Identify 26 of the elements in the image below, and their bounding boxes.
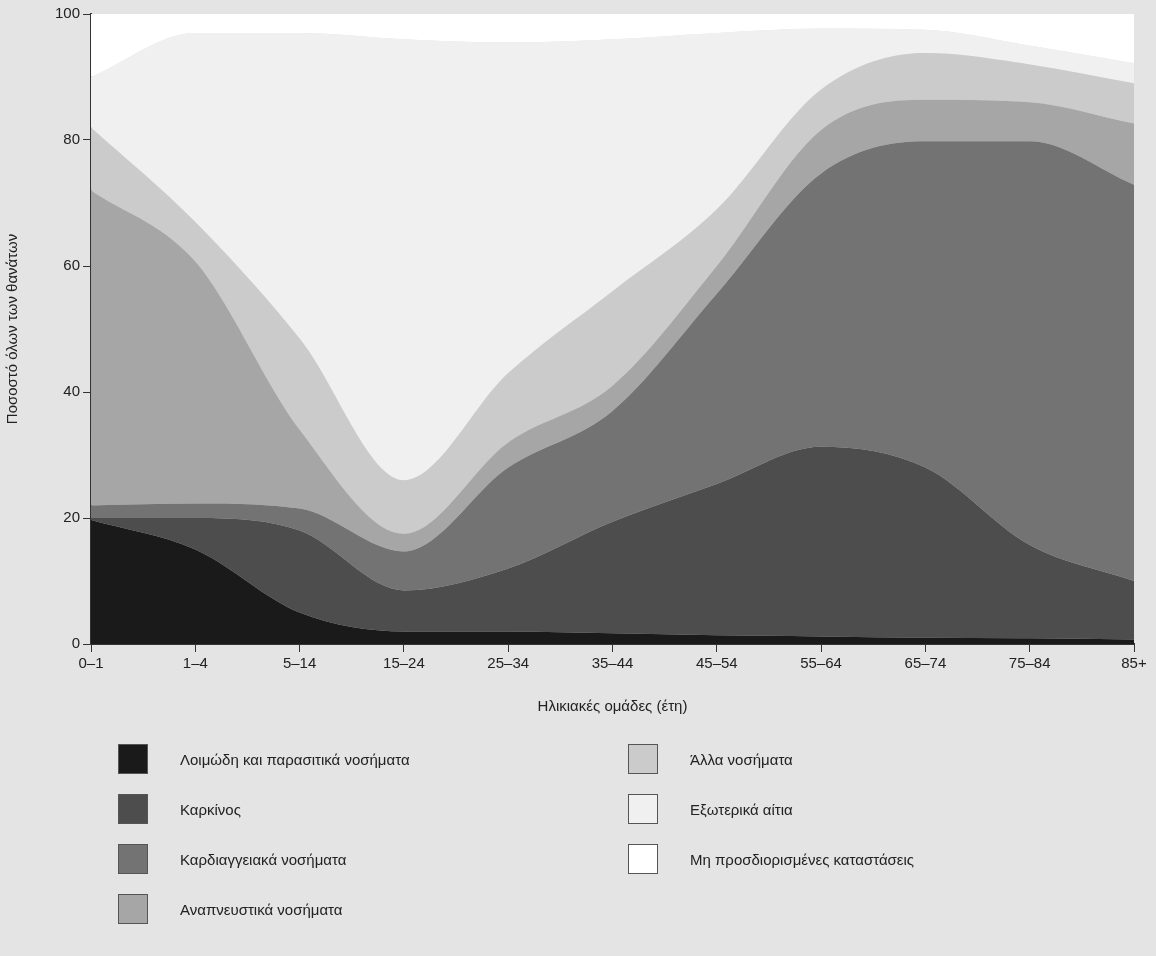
legend-label: Καρκίνος [180, 800, 241, 818]
x-tick-label: 65–74 [904, 654, 947, 672]
legend-label: Μη προσδιορισμένες καταστάσεις [690, 850, 915, 868]
y-tick-label: 100 [55, 4, 81, 22]
x-tick-label: 0–1 [78, 654, 104, 672]
legend-label: Άλλα νοσήματα [690, 750, 793, 768]
legend-label: Εξωτερικά αίτια [690, 800, 793, 818]
y-tick-label: 20 [63, 508, 81, 526]
y-tick-label: 0 [71, 634, 81, 652]
x-tick-label: 15–24 [383, 654, 425, 672]
x-tick-label: 55–64 [800, 654, 842, 672]
y-axis-title: Ποσοστό όλων των θανάτων [3, 233, 21, 425]
legend-label: Αναπνευστικά νοσήματα [180, 900, 343, 918]
legend-label: Καρδιαγγειακά νοσήματα [180, 850, 347, 868]
x-tick-label: 5–14 [282, 654, 317, 672]
x-tick-label: 45–54 [695, 654, 738, 672]
x-tick-label: 1–4 [182, 654, 208, 672]
x-tick-label: 25–34 [487, 654, 530, 672]
x-tick-label: 85+ [1121, 654, 1147, 672]
x-tick-label: 35–44 [591, 654, 634, 672]
y-tick-label: 60 [63, 256, 81, 274]
x-tick-label: 75–84 [1008, 654, 1051, 672]
legend-label: Λοιμώδη και παρασιτικά νοσήματα [180, 750, 410, 768]
x-axis-title: Ηλικιακές ομάδες (έτη) [537, 697, 688, 715]
y-tick-label: 40 [63, 382, 81, 400]
y-tick-label: 80 [63, 130, 81, 148]
